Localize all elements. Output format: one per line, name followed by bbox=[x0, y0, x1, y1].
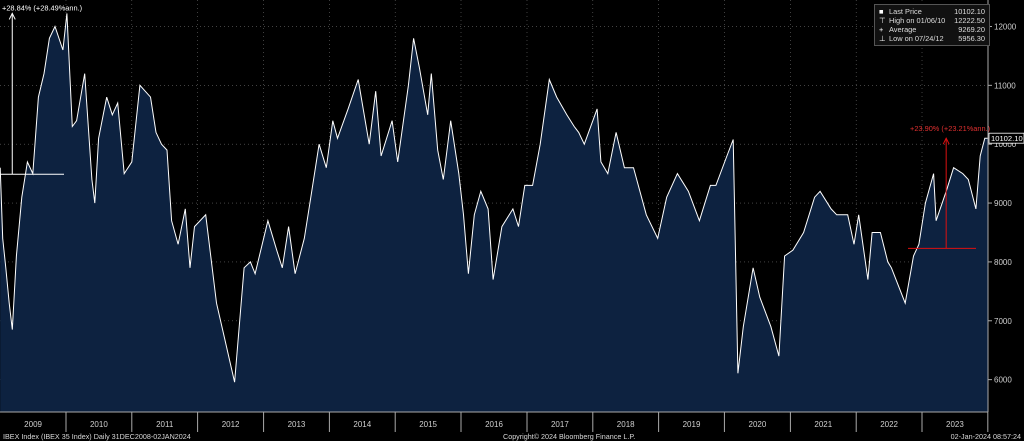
x-tick-label: 2009 bbox=[24, 420, 42, 429]
x-tick-label: 2012 bbox=[222, 420, 240, 429]
x-tick-label: 2014 bbox=[353, 420, 371, 429]
legend-box: ■ Last Price 10102.10 ⊤ High on 01/06/10… bbox=[874, 4, 990, 46]
price-area bbox=[0, 13, 988, 413]
y-tick-label: 6000 bbox=[994, 376, 1012, 385]
y-tick-label: 8000 bbox=[994, 258, 1012, 267]
y-tick-label: 9000 bbox=[994, 199, 1012, 208]
low-marker-icon: ⊥ bbox=[879, 34, 886, 43]
x-tick-label: 2013 bbox=[288, 420, 306, 429]
x-tick-label: 2020 bbox=[749, 420, 767, 429]
legend-row-last-price: ■ Last Price 10102.10 bbox=[879, 7, 985, 16]
y-axis-ticks: 6000 7000 8000 9000 10000 11000 12000 bbox=[988, 22, 1017, 385]
y-tick-label: 7000 bbox=[994, 317, 1012, 326]
footer-index-info: IBEX Index (IBEX 35 Index) Daily 31DEC20… bbox=[3, 432, 191, 441]
x-tick-label: 2018 bbox=[617, 420, 635, 429]
legend-value: 12222.50 bbox=[954, 16, 985, 25]
footer-copyright: Copyright© 2024 Bloomberg Finance L.P. bbox=[503, 432, 636, 441]
end-change-arrow bbox=[942, 137, 950, 145]
x-tick-label: 2017 bbox=[551, 420, 569, 429]
y-tick-label: 12000 bbox=[994, 22, 1017, 31]
average-marker-icon: + bbox=[879, 25, 884, 34]
x-tick-label: 2016 bbox=[485, 420, 503, 429]
y-tick-label: 10000 bbox=[994, 140, 1017, 149]
legend-row-low: ⊥ Low on 07/24/12 5956.30 bbox=[879, 34, 985, 43]
legend-value: 10102.10 bbox=[954, 7, 985, 16]
x-tick-label: 2023 bbox=[946, 420, 964, 429]
x-tick-label: 2011 bbox=[156, 420, 174, 429]
x-tick-label: 2010 bbox=[90, 420, 108, 429]
legend-name: Low on 07/24/12 bbox=[889, 34, 944, 43]
last-price-text: 10102.10 bbox=[991, 134, 1023, 143]
last-price-box bbox=[988, 132, 1024, 144]
annotations: +28.84% (+28.49%ann.) +23.90% (+23.21%ann… bbox=[0, 3, 990, 249]
x-tick-label: 2022 bbox=[880, 420, 898, 429]
x-tick-label: 2021 bbox=[814, 420, 832, 429]
legend-row-high: ⊤ High on 01/06/10 12222.50 bbox=[879, 16, 985, 25]
start-change-label: +28.84% (+28.49%ann.) bbox=[2, 3, 82, 12]
legend-row-average: + Average 9269.20 bbox=[879, 25, 985, 34]
square-icon: ■ bbox=[879, 7, 884, 16]
x-tick-label: 2015 bbox=[419, 420, 437, 429]
last-price-label: 10102.10 bbox=[988, 132, 1024, 144]
legend-name: Average bbox=[889, 25, 917, 34]
legend-name: High on 01/06/10 bbox=[889, 16, 946, 25]
x-tick-label: 2019 bbox=[683, 420, 701, 429]
footer-timestamp: 02-Jan-2024 08:57:24 bbox=[950, 432, 1021, 441]
price-line bbox=[0, 13, 989, 383]
end-change-label: +23.90% (+23.21%ann.) bbox=[910, 124, 990, 133]
y-tick-label: 11000 bbox=[994, 81, 1016, 90]
high-marker-icon: ⊤ bbox=[879, 16, 886, 25]
legend-value: 9269.20 bbox=[958, 25, 985, 34]
legend-name: Last Price bbox=[889, 7, 922, 16]
x-axis-ticks: 2009 2010 2011 2012 2013 2014 2015 2016 2017 2018… bbox=[24, 412, 989, 432]
start-change-arrow bbox=[8, 12, 16, 20]
footer-bar: IBEX Index (IBEX 35 Index) Daily 31DEC20… bbox=[0, 432, 1024, 441]
legend-value: 5956.30 bbox=[958, 34, 985, 43]
